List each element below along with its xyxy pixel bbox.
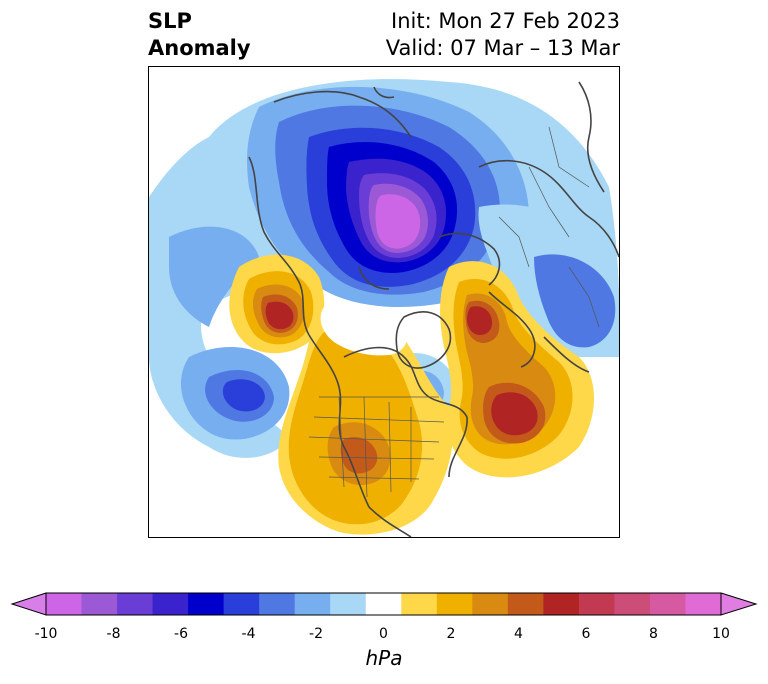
colorbar-swatch xyxy=(614,593,651,615)
colorbar-tick-label: -2 xyxy=(309,626,323,642)
anomaly-blue-europe xyxy=(534,254,616,348)
colorbar-swatch xyxy=(401,593,438,615)
colorbar-swatch xyxy=(365,593,402,615)
anomaly-deep-blue-pacific xyxy=(222,379,265,412)
colorbar-under-arrow xyxy=(10,592,47,616)
colorbar-tick-label: 4 xyxy=(514,626,523,642)
colorbar-swatch xyxy=(46,593,83,615)
map-dates: Init: Mon 27 Feb 2023 Valid: 07 Mar – 13… xyxy=(386,8,620,62)
anomaly-mid-blue-west xyxy=(169,226,259,327)
map-canvas xyxy=(149,79,619,537)
colorbar-swatch xyxy=(472,593,509,615)
colorbar-unit-label: hPa xyxy=(365,646,403,670)
colorbar-over-arrow xyxy=(720,592,758,616)
anomaly-red-atlantic-south xyxy=(491,392,538,436)
colorbar-swatch xyxy=(223,593,260,615)
colorbar-swatch xyxy=(507,593,544,615)
colorbar-swatch xyxy=(543,593,580,615)
colorbar-swatch xyxy=(188,593,225,615)
colorbar-tick-label: -6 xyxy=(174,626,188,642)
colorbar-swatch xyxy=(685,593,722,615)
anomaly-red-alaska xyxy=(265,301,294,330)
colorbar-swatch xyxy=(81,593,118,615)
colorbar-swatches xyxy=(46,593,722,615)
colorbar-tick-label: 6 xyxy=(581,626,591,642)
anomaly-brown-usa xyxy=(340,437,378,474)
colorbar-swatch xyxy=(578,593,615,615)
colorbar-tick-label: -8 xyxy=(106,626,121,642)
colorbar-swatch xyxy=(649,593,686,615)
anomaly-magenta-arctic xyxy=(375,194,421,249)
colorbar xyxy=(10,592,758,616)
title-line-1: SLP xyxy=(148,9,192,33)
map-title: SLP Anomaly xyxy=(148,8,251,62)
colorbar-outline xyxy=(45,592,722,616)
coastlines xyxy=(248,81,619,537)
title-line-2: Anomaly xyxy=(148,36,251,60)
colorbar-tick-label: 0 xyxy=(379,626,388,642)
country-borders xyxy=(308,126,600,498)
colorbar-swatch xyxy=(330,593,367,615)
anomaly-red-atlantic-north xyxy=(467,306,493,335)
colorbar-swatch xyxy=(152,593,189,615)
colorbar-tick-label: -10 xyxy=(34,626,58,642)
colorbar-tick-label: 8 xyxy=(649,626,658,642)
anomaly-white-canada xyxy=(320,303,407,356)
colorbar-swatch xyxy=(259,593,296,615)
valid-date-range: Valid: 07 Mar – 13 Mar xyxy=(385,36,620,60)
colorbar-swatch xyxy=(117,593,154,615)
colorbar-tick-label: -4 xyxy=(241,626,256,642)
colorbar-tick-label: 10 xyxy=(712,626,730,642)
colorbar-swatch xyxy=(294,593,331,615)
slp-anomaly-map xyxy=(148,66,620,538)
init-date: Init: Mon 27 Feb 2023 xyxy=(391,9,620,33)
colorbar-tick-label: 2 xyxy=(446,626,456,642)
colorbar-swatch xyxy=(436,593,473,615)
